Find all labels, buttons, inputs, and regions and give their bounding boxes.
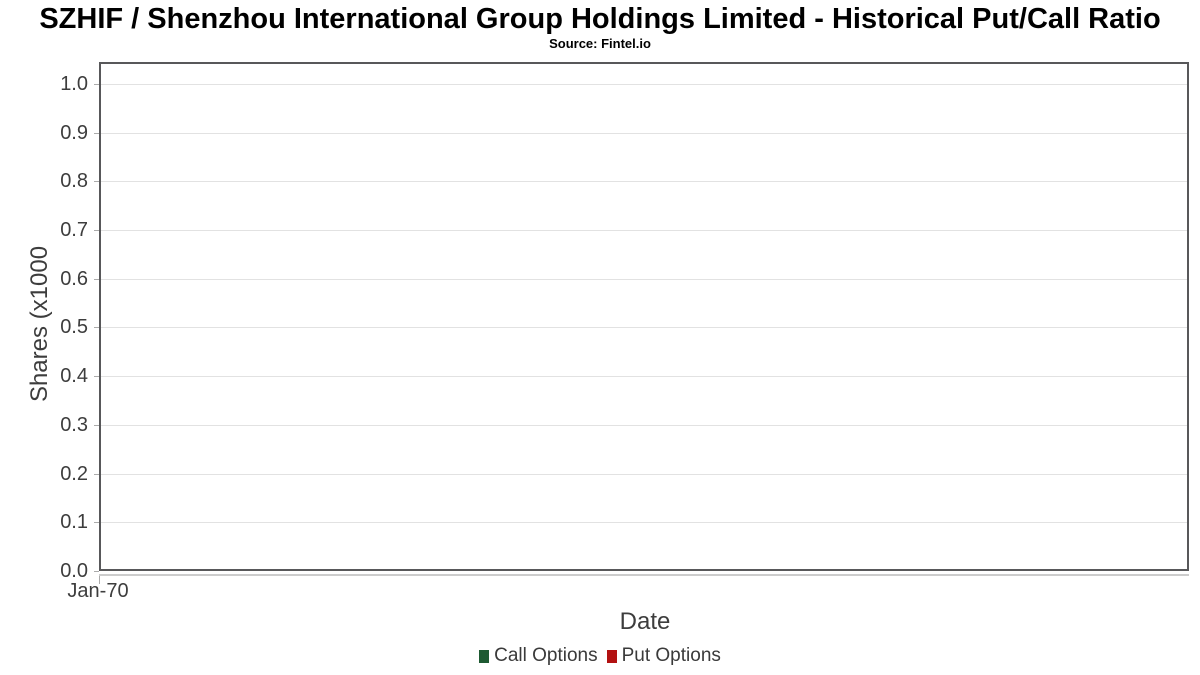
gridline: [101, 132, 1187, 134]
y-tick-label: 0.6: [60, 267, 88, 290]
y-tick-mark: [94, 327, 99, 329]
gridline: [101, 83, 1187, 85]
plot-area: [99, 62, 1189, 571]
gridline: [101, 230, 1187, 232]
y-tick-mark: [94, 522, 99, 524]
y-tick-label: 1.0: [60, 72, 88, 95]
y-tick-label: 0.1: [60, 511, 88, 534]
y-tick-label: 0.9: [60, 121, 88, 144]
x-axis-line: [99, 574, 1189, 576]
y-tick-label: 0.3: [60, 413, 88, 436]
y-tick-mark: [94, 132, 99, 134]
y-tick-mark: [94, 278, 99, 280]
y-tick-label: 0.4: [60, 365, 88, 388]
y-tick-label: 0.0: [60, 560, 88, 582]
gridline: [101, 424, 1187, 426]
y-tick-mark: [94, 571, 99, 572]
y-tick-label: 0.5: [60, 316, 88, 339]
gridline: [101, 473, 1187, 475]
legend-swatch-icon: [479, 649, 490, 663]
chart-title: SZHIF / Shenzhou International Group Hol…: [39, 3, 1161, 35]
y-tick-label: 0.8: [60, 170, 88, 193]
y-tick-mark: [94, 376, 99, 378]
gridline: [101, 278, 1187, 280]
gridline: [101, 522, 1187, 524]
legend-label: Put Options: [621, 645, 721, 666]
gridline: [101, 327, 1187, 329]
y-tick-label: 0.2: [60, 462, 88, 485]
legend: Call Options Put Options: [0, 645, 1200, 667]
gridline: [101, 181, 1187, 183]
legend-item-put-options[interactable]: Put Options: [606, 645, 721, 667]
legend-item-call-options[interactable]: Call Options: [479, 645, 598, 667]
legend-label: Call Options: [494, 645, 598, 666]
x-tick-mark: [99, 576, 100, 584]
gridline: [101, 376, 1187, 378]
chart-subtitle: Source: Fintel.io: [549, 36, 651, 51]
x-axis-label: Date: [619, 608, 671, 635]
x-tick-label: Jan-70: [67, 580, 129, 602]
y-tick-mark: [94, 181, 99, 183]
y-tick-mark: [94, 83, 99, 85]
y-tick-mark: [94, 424, 99, 426]
y-tick-label: 0.7: [60, 219, 88, 242]
legend-swatch-icon: [606, 649, 617, 663]
y-tick-mark: [94, 473, 99, 475]
y-tick-mark: [94, 230, 99, 232]
